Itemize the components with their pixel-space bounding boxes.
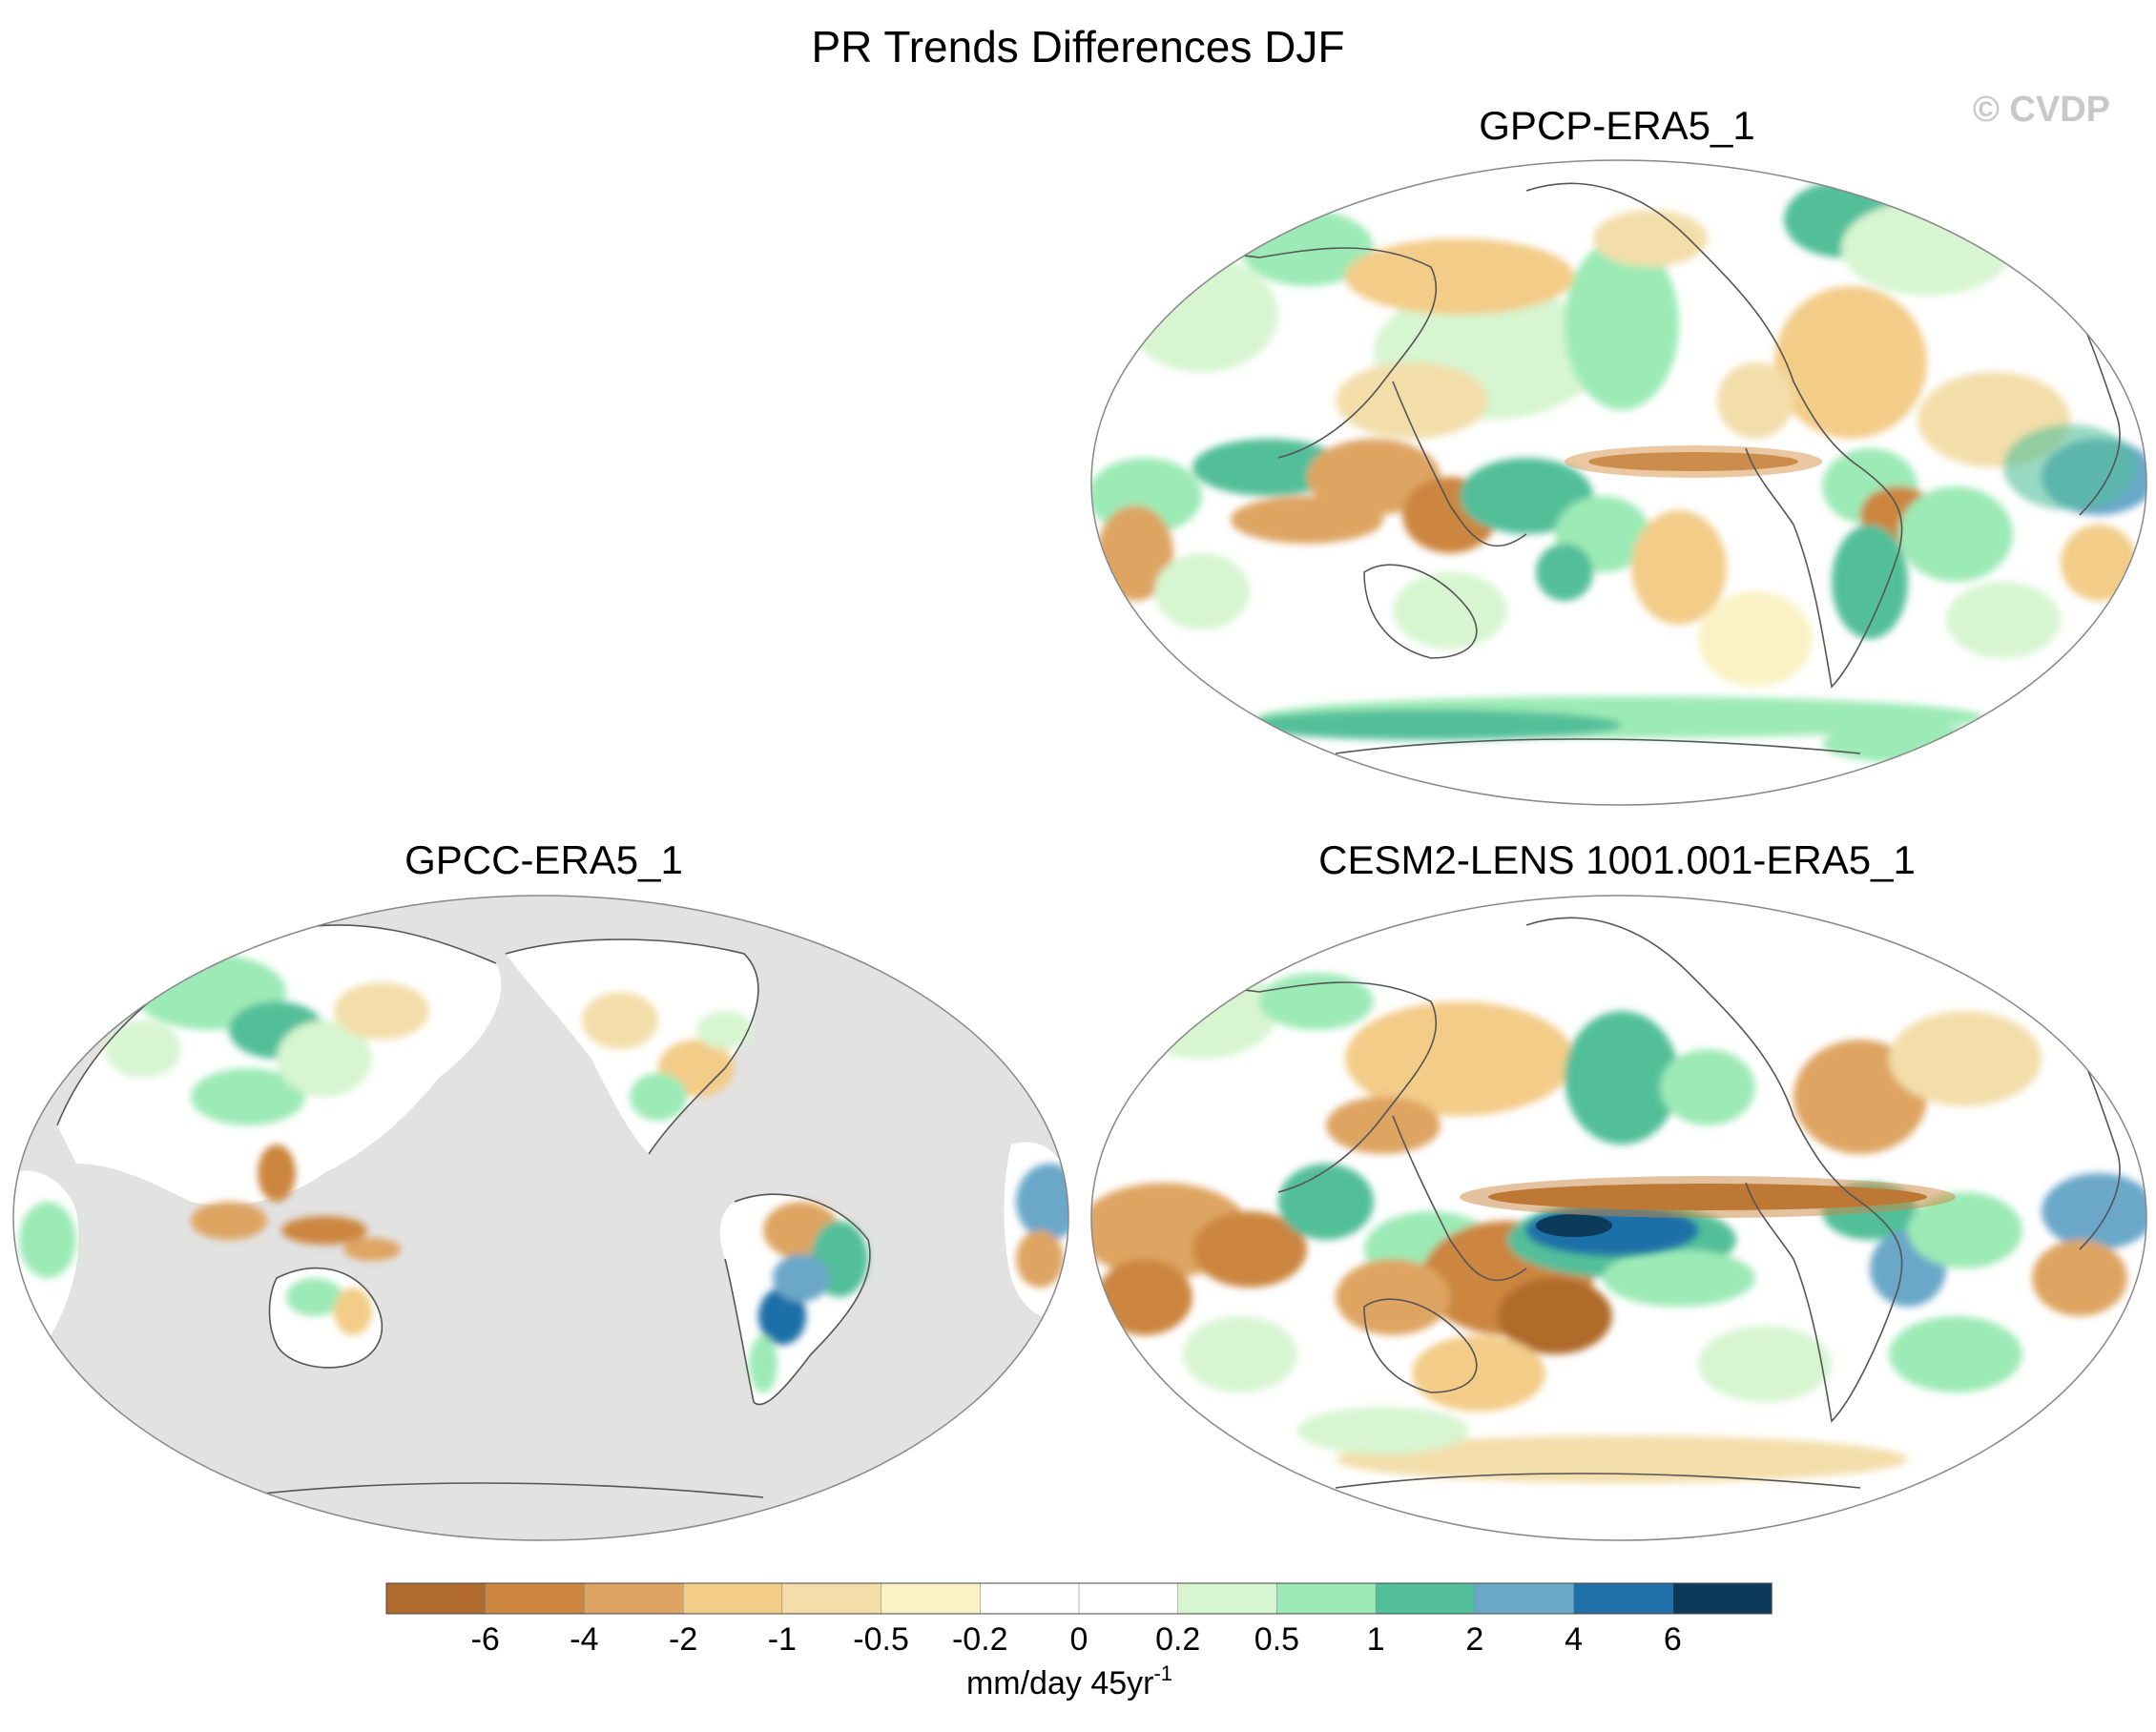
colorbar-swatch	[1671, 1582, 1772, 1615]
colorbar-tick-label: 2	[1465, 1621, 1483, 1658]
colorbar-tick-label: -4	[570, 1621, 598, 1658]
colorbar-swatch	[682, 1582, 783, 1615]
trend-field-gpcp	[1091, 181, 2146, 763]
colorbar-swatch	[1177, 1582, 1278, 1615]
colorbar-tick-label: -0.5	[853, 1621, 909, 1658]
colorbar-swatch	[1375, 1582, 1476, 1615]
colorbar-swatch	[781, 1582, 882, 1615]
colorbar-frame	[385, 1582, 1772, 1615]
colorbar: -6 -4 -2 -1 -0.5 -0.2 0 0.2 0.5 1 2 4 6 mm/day 45yr-1	[385, 1582, 1772, 1701]
colorbar-swatch	[1573, 1582, 1674, 1615]
colorbar-tick-label: -6	[471, 1621, 500, 1658]
colorbar-swatch	[1078, 1582, 1179, 1615]
colorbar-tick-label: 0	[1070, 1621, 1088, 1658]
map-panel-cesm	[1090, 895, 2147, 1541]
trend-field-gpcc	[13, 924, 1068, 1540]
colorbar-swatch	[979, 1582, 1080, 1615]
colorbar-tick-label: 6	[1664, 1621, 1682, 1658]
map-panel-gpcc	[12, 895, 1069, 1541]
colorbar-tick-label: 1	[1367, 1621, 1385, 1658]
colorbar-tick-label: -1	[768, 1621, 797, 1658]
colorbar-swatch	[584, 1582, 684, 1615]
map-panel-gpcp	[1090, 159, 2147, 806]
colorbar-tick-label: 0.2	[1155, 1621, 1200, 1658]
colorbar-tick-label: 4	[1565, 1621, 1583, 1658]
colorbar-swatch	[1276, 1582, 1377, 1615]
panel-title-gpcp: GPCP-ERA5_1	[1479, 103, 1755, 148]
panel-title-cesm: CESM2-LENS 1001.001-ERA5_1	[1318, 837, 1916, 882]
colorbar-swatch	[385, 1582, 487, 1615]
page-title: PR Trends Differences DJF	[811, 22, 1345, 72]
colorbar-unit-label: mm/day 45yr-1	[966, 1661, 1172, 1701]
colorbar-swatch	[881, 1582, 982, 1615]
colorbar-tick-label: -2	[669, 1621, 697, 1658]
panel-title-gpcc: GPCC-ERA5_1	[404, 837, 683, 882]
colorbar-tick-label: 0.5	[1254, 1621, 1299, 1658]
colorbar-tick-label: -0.2	[952, 1621, 1008, 1658]
colorbar-swatch	[485, 1582, 586, 1615]
colorbar-swatch	[1474, 1582, 1575, 1615]
cvdp-watermark: © CVDP	[1972, 90, 2110, 130]
